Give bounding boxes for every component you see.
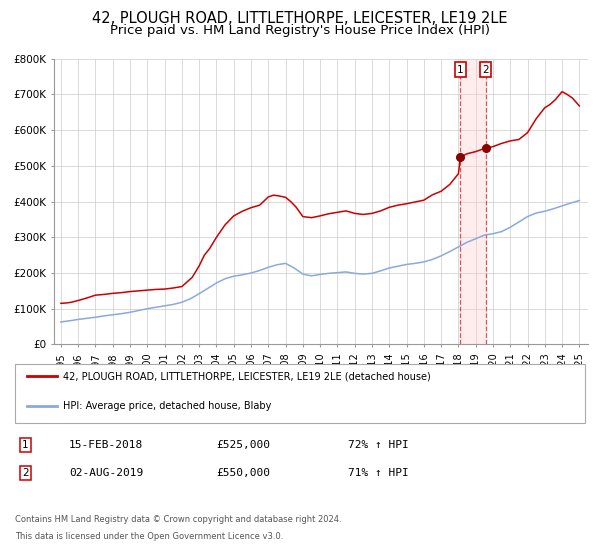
Text: 2: 2	[22, 468, 29, 478]
Text: Contains HM Land Registry data © Crown copyright and database right 2024.: Contains HM Land Registry data © Crown c…	[15, 515, 341, 524]
Text: This data is licensed under the Open Government Licence v3.0.: This data is licensed under the Open Gov…	[15, 532, 283, 541]
Text: 2: 2	[482, 64, 489, 74]
Text: 42, PLOUGH ROAD, LITTLETHORPE, LEICESTER, LE19 2LE (detached house): 42, PLOUGH ROAD, LITTLETHORPE, LEICESTER…	[63, 371, 431, 381]
Text: HPI: Average price, detached house, Blaby: HPI: Average price, detached house, Blab…	[63, 401, 271, 411]
Text: 1: 1	[457, 64, 464, 74]
Text: 71% ↑ HPI: 71% ↑ HPI	[348, 468, 409, 478]
Text: £550,000: £550,000	[216, 468, 270, 478]
Text: £525,000: £525,000	[216, 440, 270, 450]
Text: 72% ↑ HPI: 72% ↑ HPI	[348, 440, 409, 450]
Text: 02-AUG-2019: 02-AUG-2019	[69, 468, 143, 478]
Text: 42, PLOUGH ROAD, LITTLETHORPE, LEICESTER, LE19 2LE: 42, PLOUGH ROAD, LITTLETHORPE, LEICESTER…	[92, 11, 508, 26]
Text: 1: 1	[22, 440, 29, 450]
Text: Price paid vs. HM Land Registry's House Price Index (HPI): Price paid vs. HM Land Registry's House …	[110, 24, 490, 36]
Text: 15-FEB-2018: 15-FEB-2018	[69, 440, 143, 450]
Bar	[460, 59, 485, 344]
